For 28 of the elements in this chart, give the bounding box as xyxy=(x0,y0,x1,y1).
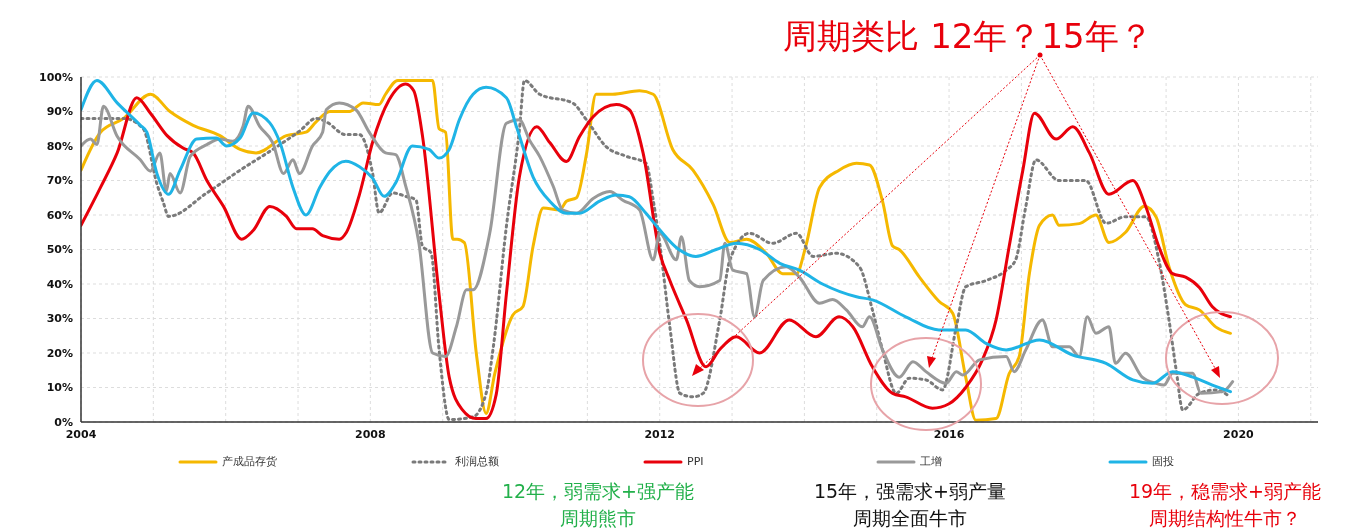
text: 周期熊市 xyxy=(559,506,637,531)
text: 周期全面牛市 xyxy=(852,506,968,531)
y-tick-label: 80% xyxy=(46,139,73,153)
y-tick-label: 40% xyxy=(46,277,73,291)
x-tick-label: 2008 xyxy=(355,427,386,441)
legend-label: 工增 xyxy=(919,454,942,469)
y-tick-label: 50% xyxy=(46,243,73,257)
text: 15年，强需求+弱产量 xyxy=(812,479,1008,504)
y-tick-label: 100% xyxy=(39,70,73,84)
legend-label: 固投 xyxy=(1152,454,1174,469)
text: 周期结构性牛市？ xyxy=(1148,506,1302,531)
y-tick-label: 60% xyxy=(46,208,73,222)
text: 19年，稳需求+弱产能 xyxy=(1127,479,1323,504)
y-tick-label: 30% xyxy=(46,312,73,326)
x-tick-label: 2016 xyxy=(933,427,965,441)
y-tick-label: 70% xyxy=(46,174,73,188)
x-tick-label: 2020 xyxy=(1223,427,1255,441)
legend-label: PPI xyxy=(687,455,704,468)
y-tick-label: 10% xyxy=(46,381,73,395)
text: 12年，弱需求+强产能 xyxy=(500,479,696,504)
x-tick-label: 2004 xyxy=(65,427,97,441)
chart-title: 周期类比 12年？15年？ xyxy=(782,15,1154,58)
y-tick-label: 90% xyxy=(46,105,73,119)
x-tick-label: 2012 xyxy=(644,427,676,441)
y-tick-label: 0% xyxy=(54,415,73,429)
legend-label: 产成品存货 xyxy=(222,454,277,469)
y-tick-label: 20% xyxy=(46,346,73,360)
legend-label: 利润总额 xyxy=(454,454,499,469)
